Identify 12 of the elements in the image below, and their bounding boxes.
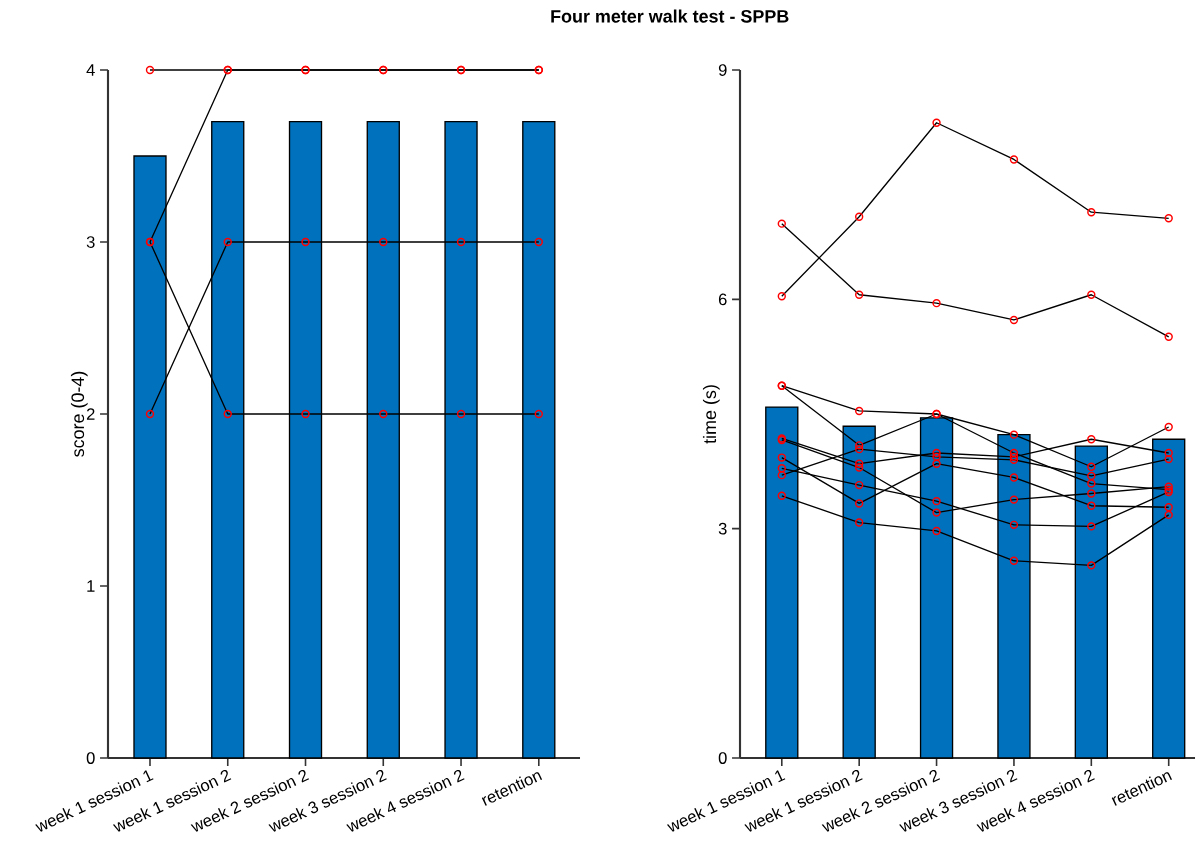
y-tick-label: 0: [718, 752, 727, 764]
y-tick-label: 9: [718, 64, 727, 76]
y-axis-title: score (0-4): [70, 371, 88, 457]
text: Four meter walk test - SPPB: [551, 9, 789, 23]
y-tick-label: 3: [86, 236, 95, 248]
y-tick-label: 3: [718, 522, 727, 535]
y-tick-label: 1: [87, 580, 95, 592]
y-tick-label: 2: [86, 408, 95, 420]
y-tick-label: 4: [86, 64, 95, 76]
y-tick-label: 0: [86, 752, 95, 764]
y-tick-label: 6: [718, 293, 727, 306]
y-axis-title: time (s): [702, 385, 720, 444]
